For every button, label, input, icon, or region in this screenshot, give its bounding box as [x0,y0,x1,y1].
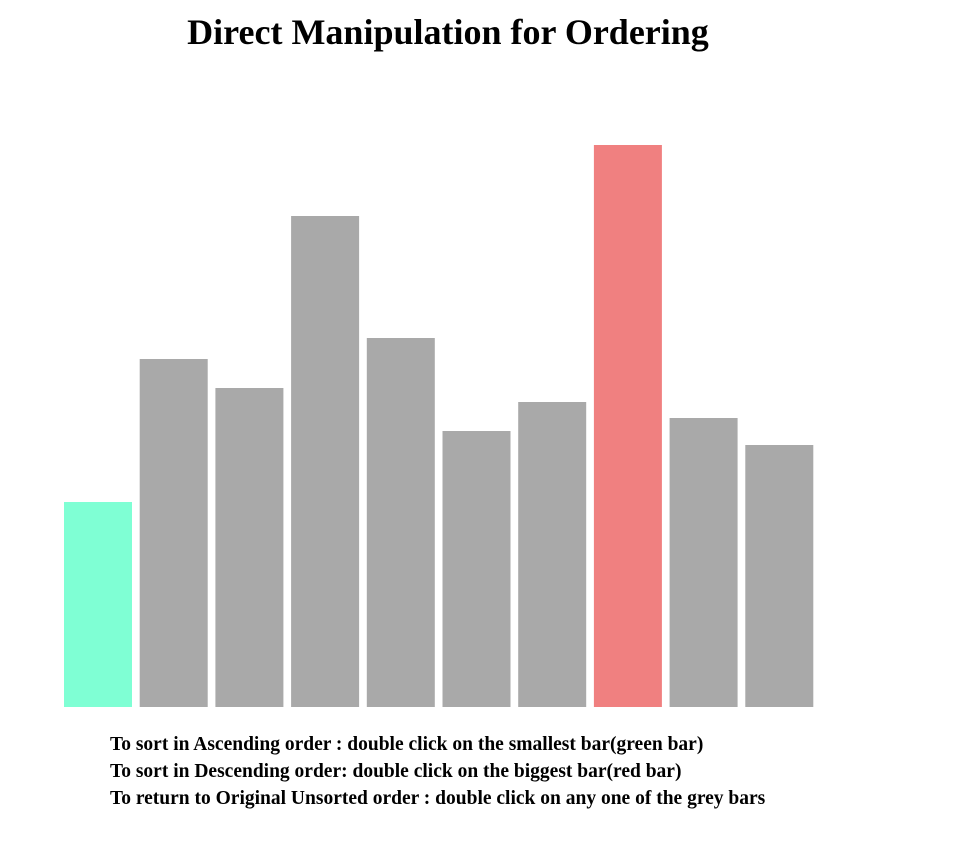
bar-5[interactable] [366,338,435,707]
bar-6[interactable] [442,431,511,707]
bar-3[interactable] [215,388,284,707]
bar-4[interactable] [291,216,360,707]
page-title: Direct Manipulation for Ordering [187,12,709,52]
bar-10[interactable] [745,445,814,707]
instruction-reset: To return to Original Unsorted order : d… [110,788,766,809]
bar-2[interactable] [139,359,208,707]
instruction-descending: To sort in Descending order: double clic… [110,761,682,782]
bar-9[interactable] [669,418,738,707]
bar-1[interactable] [64,502,132,707]
instructions: To sort in Ascending order : double clic… [110,731,765,812]
bar-8[interactable] [593,145,662,707]
bar-7[interactable] [518,402,587,707]
instruction-ascending: To sort in Ascending order : double clic… [110,734,704,755]
